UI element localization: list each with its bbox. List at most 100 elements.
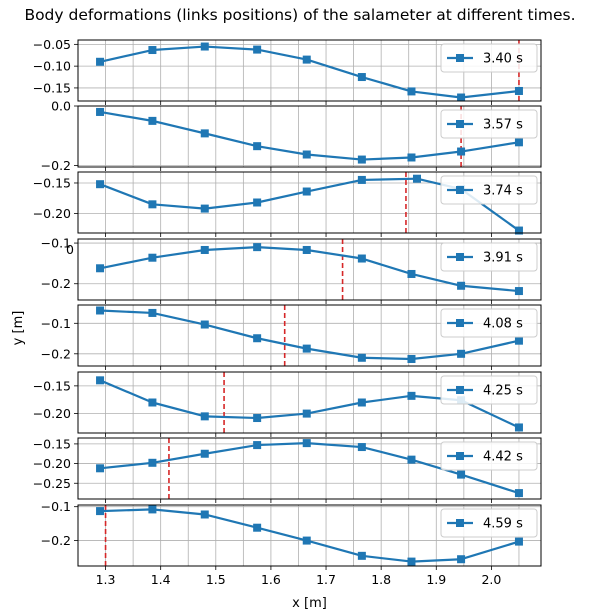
data-point [148,308,157,317]
y-tick-label: −0.25 [33,476,71,491]
data-point [96,107,105,116]
data-point [302,187,311,196]
y-tick-label: −0.1 [41,236,71,251]
subplot-5: −0.1 −0.2 4.08 s [41,304,542,370]
axes-frame [77,238,542,301]
subplot-6: −0.15 −0.20 4.25 s [33,371,542,437]
x-tick-label: 1.8 [371,572,391,587]
legend-marker [456,452,464,460]
data-point [148,46,157,55]
data-point [253,198,262,207]
data-point [302,245,311,254]
data-point [148,116,157,125]
data-point [302,55,311,64]
data-point [148,505,157,514]
data-point [302,150,311,159]
legend-box [440,508,538,538]
legend-label: 3.57 s [483,118,523,133]
subplot-1: −0.05 −0.10 −0.15 3.40 s [33,37,542,105]
y-tick-label: −0.20 [33,206,71,221]
x-tick-label: 2.0 [481,572,501,587]
subplot-8: −0.1 −0.2 4.59 s [41,499,542,570]
data-point [253,523,262,532]
subplot-3: −0.15 −0.20 3.74 s [33,171,542,237]
legend-label: 4.25 s [483,384,523,399]
chart-title: Body deformations (links positions) of t… [24,6,576,24]
data-point [457,281,466,290]
data-point [96,180,105,189]
data-point [412,174,421,183]
data-point [514,287,523,296]
data-point [253,334,262,343]
data-point [407,391,416,400]
data-point [200,129,209,138]
data-point [200,449,209,458]
y-tick-label: −0.20 [33,456,71,471]
legend-label: 3.91 s [483,251,523,266]
data-point [514,226,523,235]
data-point [148,458,157,467]
legend-marker [456,186,464,194]
subplot-2: 0.0 −0.2 3.57 s [41,99,542,173]
axes-frame [77,437,542,500]
data-point [514,86,523,95]
data-point [96,376,105,385]
legend-label: 4.42 s [483,450,523,465]
data-point [148,398,157,407]
data-point [200,245,209,254]
legend-marker [456,54,464,62]
stray-tick-label: 0 [66,242,74,257]
y-tick-label: −0.15 [33,436,71,451]
legend-box [440,375,538,405]
data-point [514,423,523,432]
y-tick-label: −0.2 [41,533,71,548]
data-point [357,155,366,164]
data-point [302,344,311,353]
y-tick-label: −0.1 [41,316,71,331]
data-point [96,507,105,516]
data-point [253,45,262,54]
data-point [96,464,105,473]
y-tick-label: −0.1 [41,499,71,514]
data-point [407,269,416,278]
legend-box [440,175,538,205]
data-point [457,349,466,358]
data-point [148,253,157,262]
y-tick-label: −0.15 [33,80,71,95]
data-point [200,42,209,51]
data-point [253,441,262,450]
legend-box [440,242,538,272]
data-point [457,147,466,156]
x-tick-label: 1.6 [261,572,281,587]
legend-marker [456,319,464,327]
x-tick-label: 1.3 [96,572,116,587]
x-tick-label: 1.4 [151,572,171,587]
data-point [302,409,311,418]
legend-box [440,109,538,139]
data-point [253,414,262,423]
data-point [302,536,311,545]
data-point [148,200,157,209]
legend-marker [456,120,464,128]
data-point [200,412,209,421]
subplot-4: −0.1 −0.2 3.91 s [41,236,542,304]
legend-marker [456,386,464,394]
axes-frame [77,171,542,234]
legend-marker [456,253,464,261]
y-tick-label: 0.0 [51,99,71,114]
axes-frame [77,504,542,567]
data-point [514,336,523,345]
axes-frame [77,39,542,102]
data-point [253,243,262,252]
y-tick-label: −0.05 [33,37,71,52]
data-point [407,87,416,96]
data-point [407,153,416,162]
data-point [357,254,366,263]
x-axis-label: x [m] [292,596,327,611]
y-tick-label: −0.15 [33,378,71,393]
data-point [357,551,366,560]
data-point [457,93,466,102]
data-point [96,264,105,273]
x-tick-label: 1.9 [426,572,446,587]
